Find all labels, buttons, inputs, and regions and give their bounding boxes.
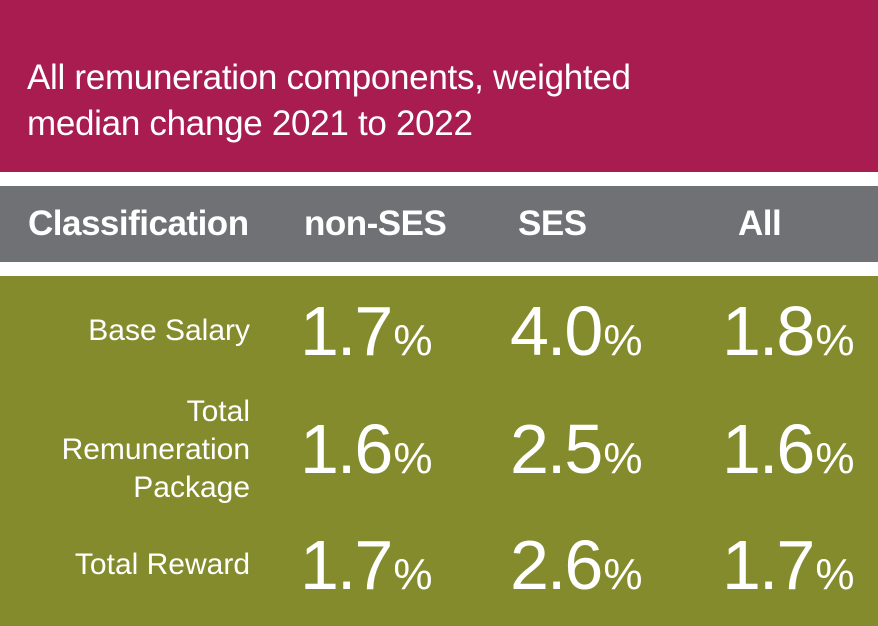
value-number: 1.7 [722,526,815,604]
value-non-ses: 1.7% [300,530,432,600]
value-all: 1.7% [722,530,854,600]
value-ses: 4.0% [510,296,642,366]
value-all: 1.8% [722,296,854,366]
header-ses: SES [518,204,587,243]
table-body: Base Salary 1.7% 4.0% 1.8% Total Remuner… [0,276,878,626]
row-label-line: Total [186,395,250,428]
value-number: 1.7 [300,526,393,604]
table-header: Classification non-SES SES All [0,186,878,262]
percent-sign: % [393,434,433,483]
percent-sign: % [603,550,643,599]
value-number: 2.6 [510,526,603,604]
header-non-ses: non-SES [304,204,447,243]
value-non-ses: 1.7% [300,296,432,366]
percent-sign: % [815,316,855,365]
value-all: 1.6% [722,414,854,484]
value-non-ses: 1.6% [300,414,432,484]
row-label-line: Total Reward [74,548,250,581]
value-number: 1.6 [300,410,393,488]
value-number: 1.6 [722,410,815,488]
row-label-line: Base Salary [88,314,250,347]
value-number: 1.8 [722,292,815,370]
row-label: Total Remuneration Package [62,393,250,507]
percent-sign: % [393,550,433,599]
title-line-1: All remuneration components, weighted [27,58,631,97]
header-classification: Classification [28,204,249,243]
value-ses: 2.5% [510,414,642,484]
row-label-line: Package [133,471,250,504]
title-banner: All remuneration components, weighted me… [0,0,878,172]
row-label: Base Salary [88,312,250,350]
percent-sign: % [603,434,643,483]
value-ses: 2.6% [510,530,642,600]
percent-sign: % [393,316,433,365]
value-number: 1.7 [300,292,393,370]
header-all: All [738,204,782,243]
row-label: Total Reward [75,546,250,584]
value-number: 2.5 [510,410,603,488]
percent-sign: % [815,550,855,599]
percent-sign: % [815,434,855,483]
title-line-2: median change 2021 to 2022 [27,104,473,143]
row-label-line: Remuneration [61,433,250,466]
value-number: 4.0 [510,292,603,370]
percent-sign: % [603,316,643,365]
